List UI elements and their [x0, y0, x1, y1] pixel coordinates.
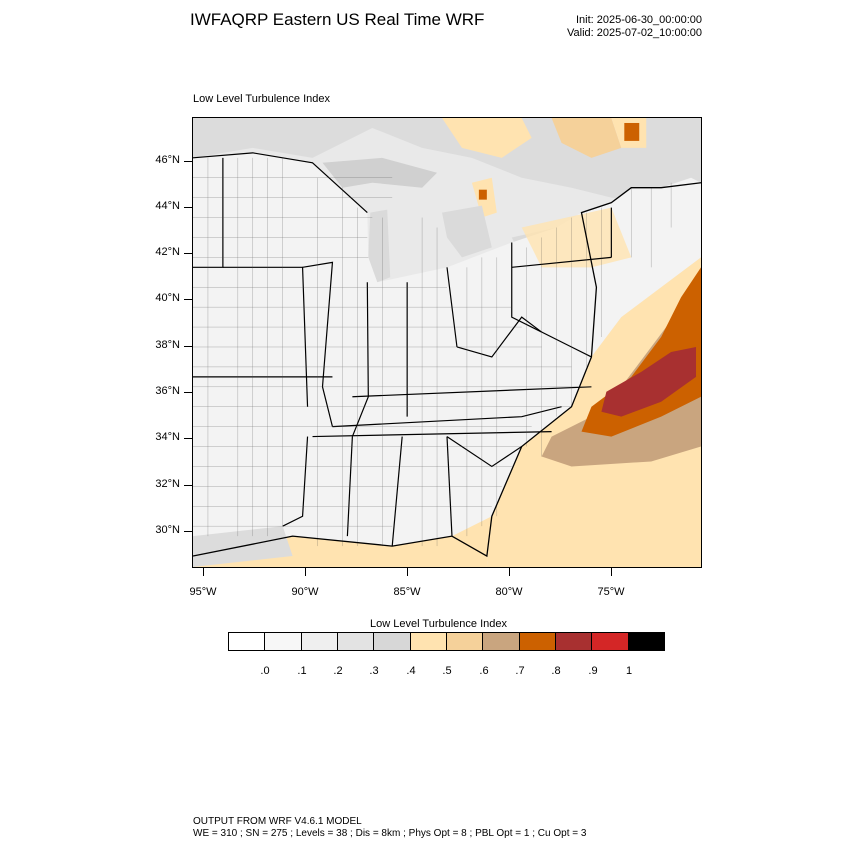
lake-michigan: [368, 209, 391, 283]
lon-label: 75°W: [597, 586, 625, 598]
lon-tick: [407, 568, 408, 576]
ne-hotspot: [624, 122, 640, 141]
lon-tick: [611, 568, 612, 576]
huron-hotspot: [478, 189, 487, 200]
colorbar-label: 1: [625, 665, 633, 677]
colorbar-swatch: [628, 633, 664, 650]
init-time: Init: 2025-06-30_00:00:00: [576, 14, 702, 26]
lat-tick: [184, 485, 192, 486]
coastline: [193, 182, 701, 558]
colorbar-swatch: [374, 633, 411, 650]
lat-tick: [184, 299, 192, 300]
lat-tick: [184, 207, 192, 208]
colorbar-title: Low Level Turbulence Index: [370, 618, 507, 630]
lat-label: 30°N: [155, 524, 180, 536]
colorbar-label: .0: [260, 665, 270, 677]
lat-label: 32°N: [155, 478, 180, 490]
colorbar-label: .6: [479, 665, 489, 677]
footer-line-1: OUTPUT FROM WRF V4.6.1 MODEL: [193, 816, 362, 827]
ny-orange-patch: [521, 207, 632, 268]
lon-label: 85°W: [393, 586, 421, 598]
colorbar-label: .4: [406, 665, 416, 677]
colorbar-label: .2: [333, 665, 343, 677]
panel-title: Low Level Turbulence Index: [193, 93, 330, 105]
lat-tick: [184, 392, 192, 393]
model-footer: OUTPUT FROM WRF V4.6.1 MODEL WE = 310 ; …: [193, 816, 586, 840]
atlantic-red-core: [601, 346, 697, 417]
colorbar-swatch: [483, 633, 520, 650]
north-orange-patch: [442, 118, 532, 158]
lat-label: 38°N: [155, 339, 180, 351]
lon-label: 90°W: [291, 586, 319, 598]
lon-label: 80°W: [495, 586, 523, 598]
colorbar-swatch: [555, 633, 593, 650]
lat-label: 46°N: [155, 154, 180, 166]
colorbar-swatch: [337, 633, 375, 650]
colorbar-label: .3: [369, 665, 379, 677]
lake-huron: [442, 205, 492, 258]
lat-tick: [184, 531, 192, 532]
lon-tick: [203, 568, 204, 576]
lon-label: 95°W: [189, 586, 217, 598]
lat-label: 44°N: [155, 200, 180, 212]
colorbar-swatch: [410, 633, 447, 650]
lat-tick: [184, 346, 192, 347]
lon-tick: [509, 568, 510, 576]
lat-tick: [184, 253, 192, 254]
lake-superior: [322, 157, 438, 188]
lat-label: 40°N: [155, 292, 180, 304]
colorbar-label: .1: [297, 665, 307, 677]
valid-time: Valid: 2025-07-02_10:00:00: [567, 27, 702, 39]
colorbar-label: .5: [442, 665, 452, 677]
colorbar-label: .7: [515, 665, 525, 677]
colorbar-swatch: [519, 633, 556, 650]
atlantic-tan-band: [541, 287, 701, 467]
turbulence-map: [193, 118, 701, 567]
lat-label: 34°N: [155, 431, 180, 443]
lat-label: 36°N: [155, 385, 180, 397]
map-frame: [192, 117, 702, 568]
colorbar-swatch: [229, 633, 266, 650]
colorbar-swatch: [446, 633, 484, 650]
colorbar-swatch: [265, 633, 302, 650]
lat-tick: [184, 161, 192, 162]
colorbar-label: .9: [588, 665, 598, 677]
main-title: IWFAQRP Eastern US Real Time WRF: [190, 10, 485, 29]
lat-label: 42°N: [155, 246, 180, 258]
run-info: Init: 2025-06-30_00:00:00 Valid: 2025-07…: [567, 14, 702, 40]
colorbar-swatch: [592, 633, 629, 650]
footer-line-2: WE = 310 ; SN = 275 ; Levels = 38 ; Dis …: [193, 828, 587, 839]
county-lines: [193, 157, 672, 547]
north-tan-patch: [551, 118, 622, 158]
lat-tick: [184, 438, 192, 439]
colorbar-swatch: [301, 633, 338, 650]
colorbar-label: .8: [551, 665, 561, 677]
lon-tick: [305, 568, 306, 576]
colorbar: [228, 632, 665, 651]
